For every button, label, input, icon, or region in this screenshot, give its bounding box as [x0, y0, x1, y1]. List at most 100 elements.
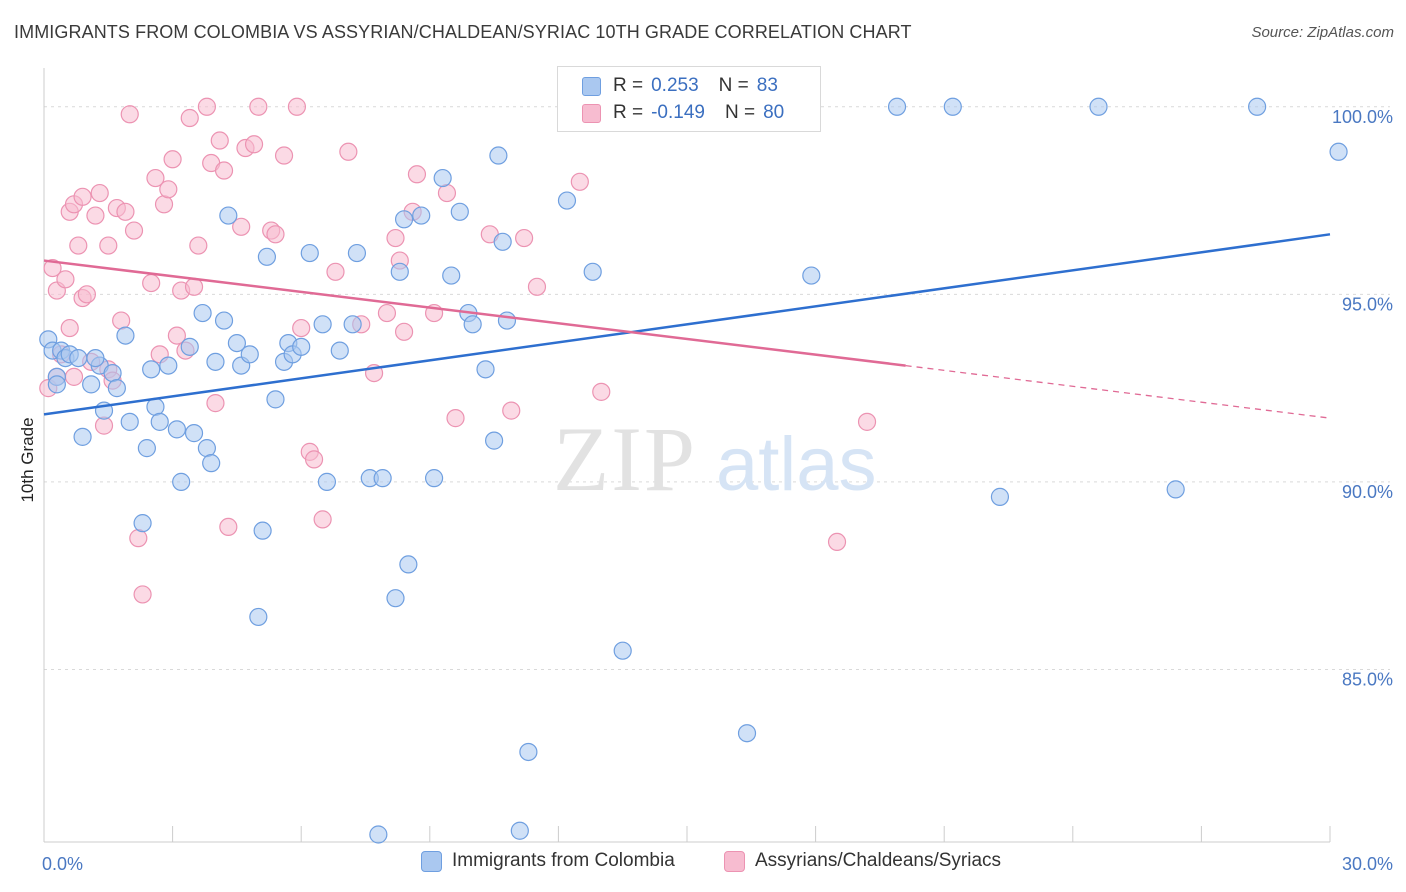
- data-point: [214, 161, 234, 180]
- data-point: [300, 243, 319, 263]
- legend-swatch-blue: [582, 76, 601, 96]
- data-point: [129, 529, 148, 548]
- legend-r-value: 0.253: [651, 75, 699, 96]
- data-point: [82, 375, 101, 394]
- data-point: [86, 206, 105, 225]
- legend-n-value: 83: [756, 75, 778, 96]
- data-point: [737, 724, 757, 743]
- bottom-legend-swatch-pink: [724, 850, 745, 872]
- data-point: [330, 341, 349, 360]
- data-point: [485, 431, 504, 450]
- data-point: [257, 247, 277, 266]
- data-point: [60, 318, 79, 338]
- data-point: [515, 228, 534, 248]
- legend-n-value: 80: [763, 102, 785, 123]
- y-tick-label: 85.0%: [1342, 669, 1393, 689]
- data-point: [990, 487, 1010, 506]
- data-point: [124, 221, 144, 240]
- data-point: [433, 168, 452, 188]
- legend-swatch-pink: [582, 103, 601, 123]
- data-point: [339, 142, 358, 161]
- data-point: [857, 412, 877, 431]
- data-point: [240, 345, 259, 364]
- data-point: [827, 532, 847, 552]
- legend-row-assyrian: R = -0.149 N = 80: [582, 100, 784, 126]
- data-point: [287, 97, 307, 116]
- trend-lines: [43, 233, 1331, 419]
- series-colombia-points: [39, 97, 1348, 844]
- data-point: [244, 135, 264, 154]
- data-point: [219, 517, 238, 536]
- legend-n-label: N =: [718, 75, 749, 96]
- data-point: [193, 303, 212, 323]
- data-point: [583, 262, 602, 281]
- data-point: [142, 360, 161, 379]
- data-point: [73, 187, 92, 206]
- data-point: [373, 469, 392, 488]
- data-point: [159, 180, 178, 199]
- data-point: [463, 315, 482, 334]
- data-point: [167, 326, 186, 345]
- data-point: [150, 412, 169, 431]
- bottom-legend-assyrian[interactable]: Assyrians/Chaldeans/Syriacs: [724, 850, 1001, 872]
- data-point: [510, 821, 529, 840]
- data-point: [120, 412, 139, 431]
- data-point: [227, 333, 246, 353]
- data-point: [206, 394, 225, 413]
- data-point: [386, 589, 405, 608]
- bottom-legend-colombia[interactable]: Immigrants from Colombia: [421, 850, 675, 872]
- data-point: [266, 390, 285, 409]
- data-point: [120, 105, 139, 124]
- data-point: [613, 641, 632, 660]
- y-tick-label: 100.0%: [1332, 107, 1393, 127]
- data-point: [77, 285, 96, 304]
- data-point: [86, 348, 105, 368]
- data-point: [887, 97, 907, 116]
- data-point: [304, 450, 324, 469]
- data-point: [99, 236, 118, 255]
- data-point: [502, 401, 521, 420]
- data-point: [399, 555, 418, 574]
- data-point: [112, 311, 131, 330]
- data-point: [219, 206, 238, 225]
- legend-r-label: R =: [613, 102, 644, 123]
- data-point: [394, 210, 414, 229]
- data-point: [232, 217, 251, 236]
- trend-line-assyrian-extension: [905, 364, 1331, 419]
- data-point: [154, 195, 174, 214]
- data-point: [557, 191, 577, 210]
- data-point: [1248, 97, 1267, 116]
- watermark-atlas: atlas: [716, 422, 877, 507]
- data-point: [497, 311, 517, 330]
- trend-line-assyrian: [43, 259, 906, 367]
- source-credit: Source: ZipAtlas.com: [1251, 24, 1394, 41]
- data-point: [172, 472, 191, 491]
- data-point: [343, 315, 362, 334]
- data-point: [292, 318, 311, 338]
- correlation-legend: R = 0.253 N = 83 R = -0.149 N = 80: [557, 66, 821, 132]
- legend-r-label: R =: [613, 75, 644, 96]
- x-tick-label: 30.0%: [1342, 854, 1393, 874]
- data-point: [407, 165, 427, 184]
- data-point: [163, 150, 182, 169]
- data-point: [249, 607, 268, 627]
- data-point: [390, 262, 409, 281]
- series-assyrian-points: [39, 97, 877, 604]
- legend-row-colombia: R = 0.253 N = 83: [582, 73, 778, 99]
- data-point: [1089, 97, 1108, 116]
- tick-labels: 85.0% 90.0% 95.0% 100.0% 0.0% 30.0%: [42, 107, 1393, 874]
- watermark: ZIP atlas: [553, 408, 877, 510]
- data-point: [184, 277, 204, 296]
- data-point: [527, 277, 547, 296]
- data-point: [202, 454, 221, 473]
- data-point: [167, 420, 186, 439]
- data-point: [107, 379, 126, 398]
- data-point: [943, 97, 962, 116]
- data-point: [476, 360, 495, 379]
- bottom-legend-label: Assyrians/Chaldeans/Syriacs: [755, 850, 1002, 871]
- data-point: [347, 243, 367, 263]
- data-point: [146, 168, 165, 188]
- data-point: [43, 258, 62, 278]
- data-point: [64, 367, 84, 386]
- data-point: [386, 228, 405, 248]
